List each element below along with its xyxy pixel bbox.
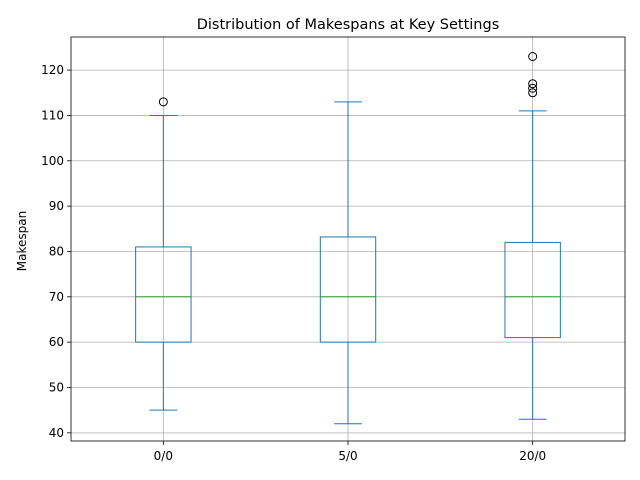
y-tick-label: 120	[41, 63, 64, 77]
outlier-point	[158, 97, 168, 107]
box-iqr	[504, 241, 561, 339]
box-group-0-0	[135, 97, 192, 411]
box-layer	[135, 51, 561, 425]
chart-title: Distribution of Makespans at Key Setting…	[197, 17, 500, 33]
box-group-5-0	[319, 101, 377, 425]
x-tick-label: 5/0	[338, 449, 357, 463]
y-tick-label: 100	[41, 154, 64, 168]
outlier-point	[528, 88, 538, 98]
y-tick-label: 90	[49, 199, 64, 213]
y-tick-label: 60	[49, 335, 64, 349]
outlier-point	[528, 83, 538, 93]
outlier-point	[528, 51, 538, 61]
y-tick-label: 50	[49, 380, 64, 394]
box-iqr	[135, 246, 192, 343]
y-tick-label: 70	[49, 290, 64, 304]
axis-layer: 40 50 60 70 80 90 100 110 120 0/0 5/0 20/0	[41, 36, 626, 463]
box-iqr	[319, 236, 377, 343]
box-group-20-0	[504, 51, 561, 420]
y-tick-label: 40	[49, 426, 64, 440]
outlier-point	[528, 79, 538, 89]
x-tick-label: 20/0	[519, 449, 546, 463]
y-tick-label: 80	[49, 244, 64, 258]
y-axis-title: Makespan	[15, 211, 29, 271]
y-tick-label: 110	[41, 108, 64, 122]
x-tick-label: 0/0	[154, 449, 173, 463]
